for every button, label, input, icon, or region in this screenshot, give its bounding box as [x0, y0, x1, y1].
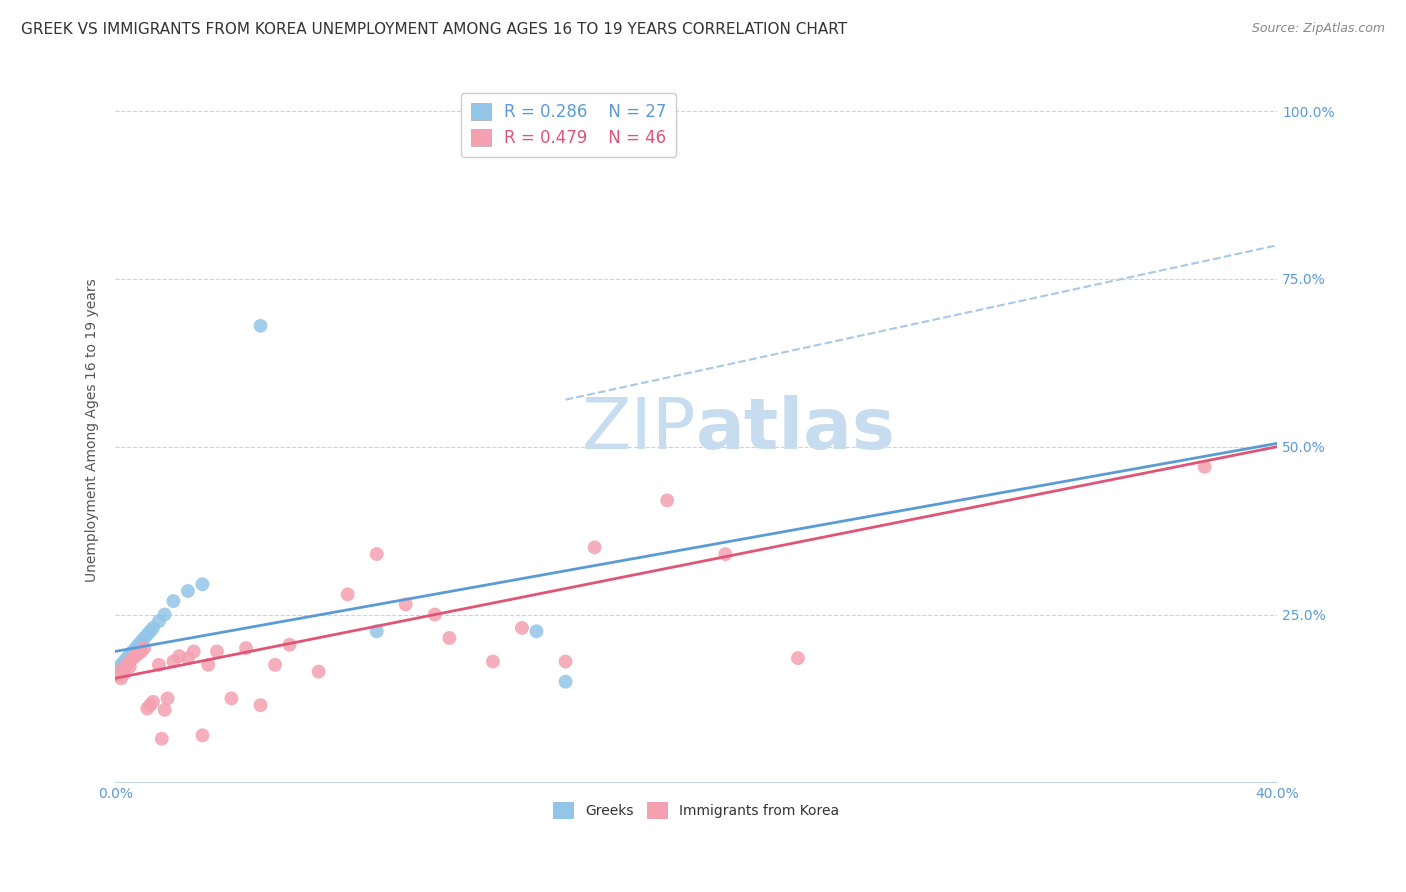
Point	[136, 627, 159, 641]
Point	[110, 665, 132, 679]
Point	[177, 584, 200, 599]
Point	[107, 668, 129, 682]
Point	[554, 674, 576, 689]
Point	[191, 577, 214, 591]
Point	[110, 665, 132, 679]
Point	[134, 631, 156, 645]
Point	[167, 649, 190, 664]
Point	[136, 701, 159, 715]
Text: ZIP: ZIP	[582, 395, 696, 465]
Point	[118, 660, 141, 674]
Point	[235, 641, 257, 656]
Point	[510, 621, 533, 635]
Point	[112, 655, 135, 669]
Point	[110, 671, 132, 685]
Point	[107, 661, 129, 675]
Point	[118, 655, 141, 669]
Point	[121, 644, 143, 658]
Point	[264, 657, 287, 672]
Point	[124, 647, 146, 661]
Point	[112, 666, 135, 681]
Point	[148, 657, 170, 672]
Point	[124, 641, 146, 656]
Point	[142, 695, 165, 709]
Point	[118, 648, 141, 662]
Point	[197, 657, 219, 672]
Point	[150, 731, 173, 746]
Point	[112, 661, 135, 675]
Y-axis label: Unemployment Among Ages 16 to 19 years: Unemployment Among Ages 16 to 19 years	[86, 278, 100, 582]
Point	[124, 649, 146, 664]
Point	[156, 691, 179, 706]
Point	[148, 614, 170, 628]
Point	[134, 641, 156, 656]
Text: atlas: atlas	[696, 395, 896, 465]
Point	[128, 647, 150, 661]
Text: GREEK VS IMMIGRANTS FROM KOREA UNEMPLOYMENT AMONG AGES 16 TO 19 YEARS CORRELATIO: GREEK VS IMMIGRANTS FROM KOREA UNEMPLOYM…	[21, 22, 848, 37]
Point	[482, 655, 505, 669]
Point	[221, 691, 243, 706]
Point	[526, 624, 548, 639]
Point	[787, 651, 810, 665]
Point	[131, 644, 153, 658]
Point	[110, 657, 132, 672]
Point	[112, 660, 135, 674]
Legend: Greeks, Immigrants from Korea: Greeks, Immigrants from Korea	[547, 797, 845, 825]
Point	[121, 649, 143, 664]
Text: Source: ZipAtlas.com: Source: ZipAtlas.com	[1251, 22, 1385, 36]
Point	[583, 541, 606, 555]
Point	[139, 698, 162, 713]
Point	[139, 624, 162, 639]
Point	[205, 644, 228, 658]
Point	[423, 607, 446, 622]
Point	[278, 638, 301, 652]
Point	[153, 703, 176, 717]
Point	[177, 651, 200, 665]
Point	[153, 607, 176, 622]
Point	[191, 728, 214, 742]
Point	[162, 594, 184, 608]
Point	[131, 634, 153, 648]
Point	[162, 655, 184, 669]
Point	[336, 587, 359, 601]
Point	[366, 547, 388, 561]
Point	[395, 598, 418, 612]
Point	[1194, 459, 1216, 474]
Point	[439, 631, 461, 645]
Point	[118, 652, 141, 666]
Point	[121, 651, 143, 665]
Point	[366, 624, 388, 639]
Point	[657, 493, 679, 508]
Point	[115, 651, 138, 665]
Point	[249, 318, 271, 333]
Point	[115, 657, 138, 672]
Point	[249, 698, 271, 713]
Point	[714, 547, 737, 561]
Point	[128, 638, 150, 652]
Point	[183, 644, 205, 658]
Point	[308, 665, 330, 679]
Point	[554, 655, 576, 669]
Point	[142, 621, 165, 635]
